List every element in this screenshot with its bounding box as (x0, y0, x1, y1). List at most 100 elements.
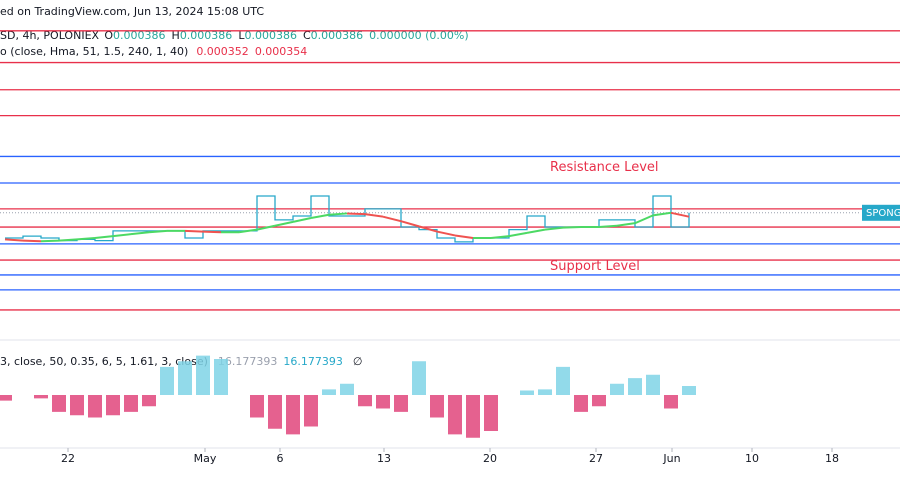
header-text: H (172, 29, 180, 42)
hma-segment (310, 213, 330, 219)
hma-segment (130, 231, 150, 236)
oscillator-bar (268, 395, 282, 429)
header-text: 0.000386 (244, 29, 297, 42)
hma-segment (526, 228, 546, 234)
oscillator-bar (178, 361, 192, 395)
hma-segment (112, 233, 132, 238)
annotation: Resistance Level (550, 160, 659, 175)
hma-segment (418, 225, 438, 233)
oscillator-bar (610, 383, 624, 395)
hma-segment (328, 212, 348, 216)
oscillator-bar (394, 395, 408, 412)
oscillator-bar (52, 395, 66, 412)
header-text: ∅ (353, 355, 363, 368)
header-text: 0.000352 (196, 45, 249, 58)
hma-segment (652, 211, 672, 217)
oscillator-bar (574, 395, 588, 412)
price-label: SPONG (866, 208, 900, 219)
symbol-line: SD, 4h, POLONIEX O0.000386 H0.000386 L0.000… (0, 29, 469, 42)
hma-segment (364, 213, 384, 218)
oscillator-bar (430, 395, 444, 418)
header-text: 0.000386 (113, 29, 166, 42)
hma-segment (346, 212, 366, 216)
x-tick-label: 22 (61, 452, 75, 465)
header-text: 16.177393 (283, 355, 343, 368)
header-text: 16.177393 (218, 355, 278, 368)
hma-segment (40, 239, 60, 243)
oscillator-line: 3, close, 50, 0.35, 6, 5, 1.61, 3, close… (0, 355, 362, 368)
oscillator-bar (34, 395, 48, 399)
hma-segment (634, 214, 654, 225)
oscillator-bar (646, 374, 660, 395)
hma-segment (148, 229, 168, 234)
oscillator-bar (106, 395, 120, 416)
oscillator-bar (520, 390, 534, 395)
oscillator-bar (628, 378, 642, 395)
oscillator-bar (124, 395, 138, 412)
header-text: 0.000386 (180, 29, 233, 42)
annotation: Support Level (550, 259, 640, 274)
hma-segment (76, 237, 96, 241)
oscillator-bar (538, 389, 552, 395)
oscillator-bar (664, 395, 678, 409)
oscillator-bar (214, 359, 228, 395)
x-tick-label: 13 (377, 452, 391, 465)
x-tick-label: May (194, 452, 217, 465)
hma-segment (202, 230, 222, 234)
hma-segment (544, 226, 564, 231)
hma-segment (562, 226, 582, 229)
oscillator-bar (0, 395, 12, 401)
oscillator-bar (250, 395, 264, 418)
hma-segment (22, 239, 42, 243)
header-text: C (303, 29, 311, 42)
oscillator-bar (340, 383, 354, 395)
oscillator-bar (592, 395, 606, 407)
oscillator-bar (466, 395, 480, 438)
header-text: 3, close, 50, 0.35, 6, 5, 1.61, 3, close… (0, 355, 208, 368)
hma-segment (490, 235, 510, 240)
hma-segment (400, 220, 420, 228)
oscillator-bar (142, 395, 156, 407)
hma-segment (4, 238, 24, 242)
hma-segment (292, 216, 312, 223)
header-text: SD, 4h, POLONIEX (0, 29, 100, 42)
hma-segment (598, 224, 618, 229)
hma-segment (256, 224, 276, 231)
price-label-box (862, 204, 900, 221)
hma-segment (382, 215, 402, 223)
indicator-line: o (close, Hma, 51, 1.5, 240, 1, 40) 0.000… (0, 45, 307, 58)
x-tick-label: Jun (662, 452, 680, 465)
header-text: L (238, 29, 245, 42)
oscillator-bar (376, 395, 390, 409)
hma-segment (274, 220, 294, 227)
hma-segment (454, 234, 474, 240)
oscillator-bar (304, 395, 318, 427)
x-tick-label: 27 (589, 452, 603, 465)
hma-segment (670, 211, 690, 218)
source: ed on TradingView.com, Jun 13, 2024 15:0… (0, 5, 264, 18)
oscillator-bar (556, 366, 570, 395)
hma-segment (94, 235, 114, 240)
header-text: 0.000354 (255, 45, 308, 58)
oscillator-bar (160, 366, 174, 395)
hma-segment (58, 238, 78, 242)
header-text: O (104, 29, 113, 42)
header-text: 0.000000 (0.00%) (369, 29, 469, 42)
oscillator-bar (322, 389, 336, 395)
oscillator-bar (448, 395, 462, 435)
x-tick-label: 20 (483, 452, 497, 465)
x-tick-label: 18 (825, 452, 839, 465)
oscillator-bar (412, 361, 426, 395)
hma-segment (184, 229, 204, 233)
hma-segment (436, 230, 456, 237)
oscillator-bar (682, 386, 696, 395)
hma-segment (616, 222, 636, 227)
oscillator-bar (358, 395, 372, 407)
x-tick-label: 10 (745, 452, 759, 465)
oscillator-bar (484, 395, 498, 431)
header-text: 0.000386 (311, 29, 364, 42)
oscillator-bar (88, 395, 102, 418)
hma-segment (508, 231, 528, 238)
oscillator-bar (196, 355, 210, 395)
